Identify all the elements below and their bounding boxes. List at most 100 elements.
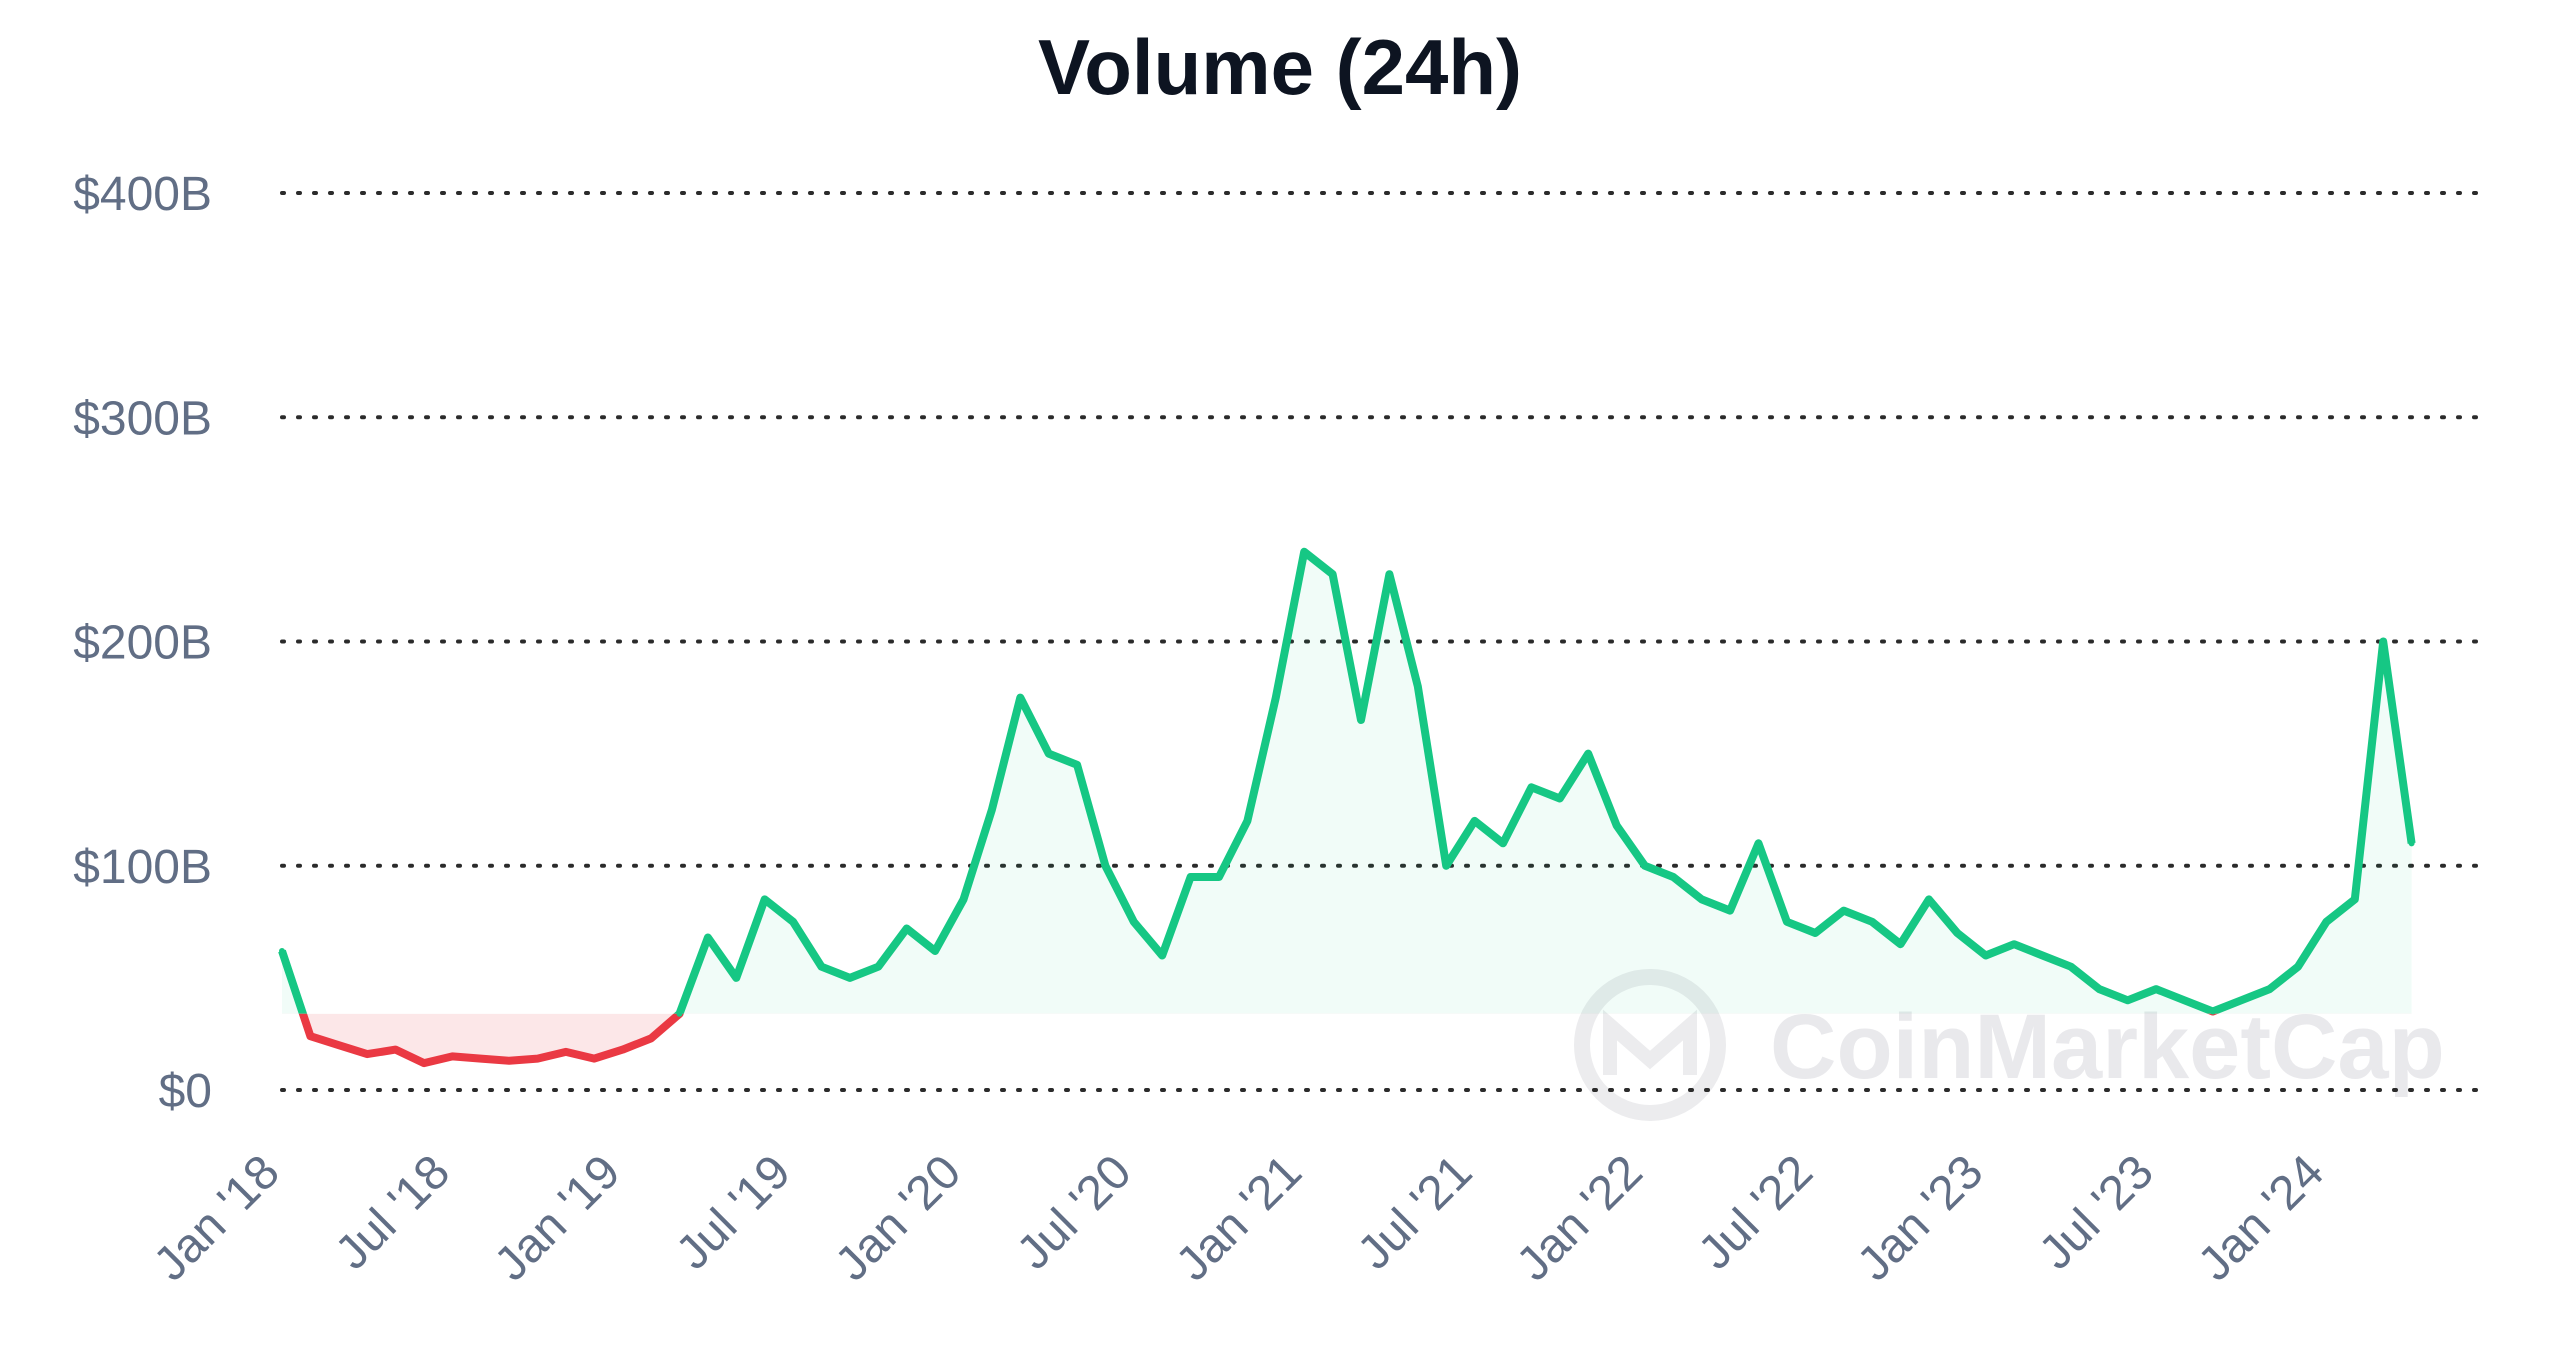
data-point	[676, 1010, 683, 1017]
data-point	[932, 947, 939, 954]
data-point	[1613, 822, 1620, 829]
data-point	[506, 1057, 513, 1064]
data-point	[1329, 571, 1336, 578]
data-point	[562, 1048, 569, 1055]
data-point	[2096, 986, 2103, 993]
coinmarketcap-watermark: CoinMarketCap	[1574, 969, 2445, 1121]
data-point	[364, 1051, 371, 1058]
data-point	[1386, 571, 1393, 578]
data-point	[2124, 997, 2131, 1004]
data-point	[449, 1053, 456, 1060]
x-tick-label: Jan '22	[1507, 1145, 1653, 1291]
data-point	[1727, 907, 1734, 914]
data-point	[1159, 952, 1166, 959]
x-tick-label: Jan '18	[144, 1145, 290, 1291]
data-point	[846, 974, 853, 981]
data-point	[2266, 986, 2273, 993]
data-point	[534, 1055, 541, 1062]
data-point	[2039, 952, 2046, 959]
data-point	[2067, 963, 2074, 970]
y-tick-label: $400B	[73, 168, 212, 221]
data-point	[477, 1055, 484, 1062]
data-point	[1187, 873, 1194, 880]
x-tick-label: Jan '23	[1848, 1145, 1994, 1291]
data-point	[1102, 862, 1109, 869]
watermark-text: CoinMarketCap	[1770, 996, 2445, 1098]
volume-line-above-baseline	[278, 547, 2416, 1014]
data-point	[1301, 548, 1308, 555]
data-point	[1017, 694, 1024, 701]
data-point	[761, 896, 768, 903]
data-point	[1414, 683, 1421, 690]
data-point	[875, 963, 882, 970]
chart-title: Volume (24h)	[1038, 23, 1522, 111]
x-tick-label: Jul '20	[1007, 1145, 1142, 1280]
x-tick-label: Jan '21	[1166, 1145, 1312, 1291]
data-point	[704, 934, 711, 941]
data-point	[2238, 997, 2245, 1004]
data-point	[1897, 941, 1904, 948]
data-point	[2351, 896, 2358, 903]
data-point	[1840, 907, 1847, 914]
data-point	[1670, 873, 1677, 880]
data-point	[1755, 840, 1762, 847]
x-tick-label: Jul '22	[1689, 1145, 1824, 1280]
data-point	[2295, 963, 2302, 970]
watermark-logo-mark	[1603, 1009, 1697, 1075]
data-point	[1443, 862, 1450, 869]
volume-area-fill-above	[282, 551, 2412, 1014]
y-tick-label: $300B	[73, 392, 212, 445]
data-point	[1982, 952, 1989, 959]
data-point	[988, 806, 995, 813]
data-point	[420, 1060, 427, 1067]
data-point	[1585, 750, 1592, 757]
x-tick-label: Jan '20	[825, 1145, 971, 1291]
data-point	[960, 896, 967, 903]
data-point	[733, 974, 740, 981]
data-point	[619, 1046, 626, 1053]
data-point	[1471, 817, 1478, 824]
x-tick-label: Jul '19	[666, 1145, 801, 1280]
data-point	[1216, 873, 1223, 880]
y-tick-label: $200B	[73, 617, 212, 670]
data-point	[1130, 918, 1137, 925]
data-point	[335, 1042, 342, 1049]
data-point	[1499, 840, 1506, 847]
data-point	[2209, 1008, 2216, 1015]
y-tick-label: $100B	[73, 841, 212, 894]
data-point	[2153, 986, 2160, 993]
volume-line-below-baseline	[298, 1013, 2218, 1068]
data-point	[818, 963, 825, 970]
data-point	[1954, 930, 1961, 937]
data-point	[279, 947, 285, 954]
data-point	[1812, 930, 1819, 937]
data-point	[591, 1055, 598, 1062]
data-point	[1641, 862, 1648, 869]
data-point	[1358, 716, 1364, 723]
data-point	[2323, 918, 2330, 925]
data-point	[903, 925, 910, 932]
x-tick-label: Jul '18	[326, 1145, 461, 1280]
data-point	[392, 1046, 399, 1053]
data-point	[1556, 795, 1563, 802]
data-point	[1783, 918, 1790, 925]
data-point	[1869, 918, 1876, 925]
data-point	[1698, 896, 1705, 903]
data-point	[2380, 638, 2387, 645]
x-tick-label: Jul '23	[2029, 1145, 2164, 1280]
data-point	[2181, 997, 2188, 1004]
data-point	[1074, 761, 1081, 768]
data-point	[1272, 694, 1279, 701]
x-tick-label: Jul '21	[1348, 1145, 1483, 1280]
data-point	[1244, 817, 1251, 824]
y-tick-label: $0	[159, 1065, 212, 1118]
data-point	[648, 1035, 655, 1042]
data-point	[1528, 784, 1535, 791]
watermark-logo-icon	[1574, 969, 1726, 1121]
data-point	[307, 1033, 314, 1040]
data-point	[1045, 750, 1052, 757]
data-point	[2011, 941, 2018, 948]
data-point	[790, 918, 797, 925]
data-point	[1925, 896, 1932, 903]
